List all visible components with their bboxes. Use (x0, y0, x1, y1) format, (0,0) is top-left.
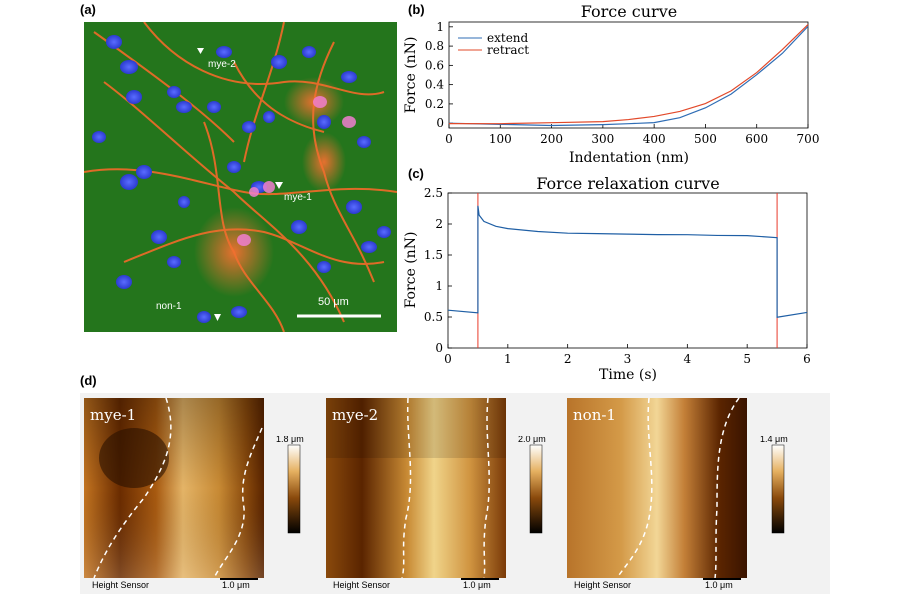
force-relaxation-ytick-label: 1.5 (424, 248, 443, 262)
sensor-label-3: Height Sensor (574, 580, 632, 590)
afm-image-mye-1: mye-1 (84, 398, 264, 578)
force-relaxation-xtick-label: 1 (504, 352, 512, 366)
force-curve-xlabel: Indentation (nm) (569, 150, 689, 166)
annotation-non-1: non-1 (156, 301, 182, 312)
force-curve-legend: extend retract (458, 31, 529, 57)
panel-label-c: (c) (408, 166, 424, 181)
micrograph-scalebar-label: 50 μm (318, 296, 349, 308)
force-relaxation-ytick-label: 2.5 (424, 186, 443, 200)
force-curve-title: Force curve (581, 2, 677, 21)
force-relaxation-ytick-label: 2 (435, 217, 443, 231)
sensor-label-1: Height Sensor (92, 580, 150, 590)
force-relaxation-series-line-0 (447, 205, 808, 318)
force-curve-chart: Force curve 0 100 200 300 400 500 600 700 0 0.2 0.… (403, 2, 820, 166)
force-curve-ylabel: Force (nN) (403, 37, 419, 114)
panel-label-b: (b) (408, 2, 425, 17)
force-curve-ytick-label: 0 (436, 116, 444, 130)
force-relaxation-title: Force relaxation curve (536, 174, 719, 193)
force-relaxation-xtick-label: 4 (684, 352, 692, 366)
force-curve-ytick-label: 0.2 (425, 97, 444, 111)
force-relaxation-xtick-label: 5 (743, 352, 751, 366)
legend-retract: retract (487, 43, 529, 57)
force-relaxation-xtick-label: 0 (444, 352, 452, 366)
annotation-mye-2: mye-2 (208, 59, 236, 70)
force-curve-xtick-label: 400 (643, 132, 666, 146)
scalebar-1 (220, 578, 258, 580)
annotation-mye-1: mye-1 (284, 192, 312, 203)
legend-extend: extend (487, 31, 529, 45)
force-relaxation-ylabel: Force (nN) (403, 232, 419, 309)
force-relaxation-axes (447, 192, 808, 349)
force-curve-xtick-label: 0 (445, 132, 453, 146)
force-curve-ytick-label: 0.6 (425, 58, 444, 72)
colorbar-max-non-1: 1.4 μm (760, 436, 788, 444)
force-relaxation-ytick-label: 1 (435, 279, 443, 293)
force-curve-xtick-label: 600 (745, 132, 768, 146)
colorbar-mye-2: 2.0 μm (518, 436, 546, 534)
colorbar-non-1: 1.4 μm (760, 436, 788, 534)
force-curve-xtick-label: 500 (694, 132, 717, 146)
force-relaxation-ytick-label: 0.5 (424, 310, 443, 324)
scalebar-2 (461, 578, 499, 580)
scalebar-label-1: 1.0 μm (222, 580, 250, 590)
colorbar-mye-1: 1.8 μm (276, 436, 304, 534)
sensor-label-2: Height Sensor (333, 580, 391, 590)
panel-label-a: (a) (80, 2, 96, 17)
force-curve-series-retract (448, 24, 809, 125)
force-relaxation-xtick-label: 6 (803, 352, 811, 366)
panel-label-d: (d) (80, 373, 97, 388)
force-relaxation-xlabel: Time (s) (599, 367, 657, 382)
afm-label-mye-1: mye-1 (90, 406, 136, 424)
force-curve-xtick-label: 200 (540, 132, 563, 146)
afm-label-mye-2: mye-2 (332, 406, 378, 424)
force-curve-ytick-label: 0.4 (425, 78, 444, 92)
force-curve-xtick-label: 700 (797, 132, 820, 146)
fluorescence-micrograph: mye-2 mye-1 non-1 50 μm (84, 22, 397, 332)
force-curve-axes (448, 21, 809, 129)
force-relaxation-xtick-label: 3 (624, 352, 632, 366)
afm-image-non-1: non-1 (567, 398, 747, 578)
scalebar-label-2: 1.0 μm (463, 580, 491, 590)
scalebar-label-3: 1.0 μm (705, 580, 733, 590)
scalebar-3 (703, 578, 741, 580)
force-curve-ytick-label: 0.8 (425, 39, 444, 53)
afm-image-mye-2: mye-2 (326, 398, 506, 578)
afm-label-non-1: non-1 (573, 406, 616, 424)
force-curve-xtick-label: 100 (489, 132, 512, 146)
force-curve-ytick-label: 1 (436, 20, 444, 34)
force-curve-series-extend (448, 25, 809, 127)
colorbar-max-mye-1: 1.8 μm (276, 436, 304, 444)
colorbar-max-mye-2: 2.0 μm (518, 436, 546, 444)
force-relaxation-ytick-label: 0 (435, 341, 443, 355)
force-curve-xtick-label: 300 (591, 132, 614, 146)
force-relaxation-xtick-label: 2 (564, 352, 572, 366)
force-relaxation-chart: Force relaxation curve 0 1 2 3 4 5 6 0 0.5 1 1.5 2 2… (403, 174, 811, 382)
